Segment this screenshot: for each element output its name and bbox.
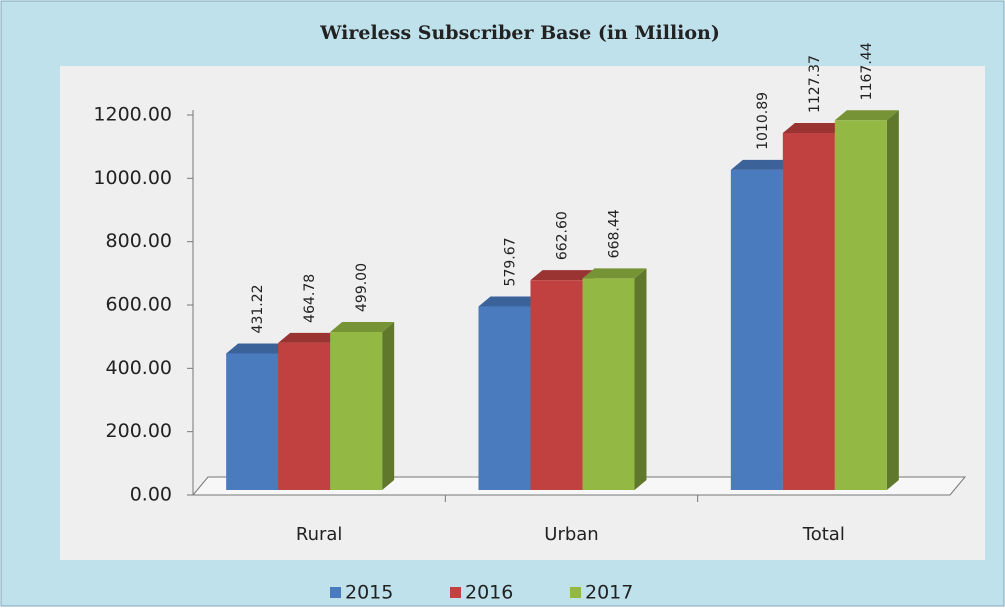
bar-side [886, 110, 899, 490]
data-label: 1127.37 [807, 55, 823, 113]
y-tick-label: 800.00 [106, 230, 172, 252]
bar-top [582, 268, 647, 279]
y-tick-label: 400.00 [106, 357, 172, 379]
bar [834, 120, 887, 490]
data-label: 464.78 [302, 274, 318, 323]
legend-swatch [450, 587, 461, 598]
data-label: 668.44 [607, 209, 623, 258]
y-tick-label: 1000.00 [93, 167, 172, 189]
y-tick-label: 600.00 [106, 294, 172, 316]
data-label: 499.00 [354, 263, 370, 312]
bar-top [834, 110, 899, 121]
legend-label: 2016 [465, 582, 513, 604]
y-tick-label: 200.00 [106, 420, 172, 442]
bar [730, 169, 783, 490]
bar-top [330, 321, 395, 332]
data-label: 1010.89 [755, 92, 771, 150]
bar [278, 342, 331, 490]
legend-swatch [330, 587, 341, 598]
bar [226, 353, 279, 490]
bar-top [478, 296, 543, 307]
chart-title: Wireless Subscriber Base (in Million) [319, 22, 720, 44]
bar-top [730, 159, 795, 170]
bar-side [382, 321, 395, 490]
bar [782, 132, 835, 490]
bar [330, 331, 383, 490]
bar-top [278, 332, 343, 343]
bar-side [634, 268, 647, 490]
data-label: 431.22 [250, 284, 266, 333]
data-label: 1167.44 [859, 42, 875, 100]
legend-label: 2017 [585, 582, 633, 604]
data-label: 662.60 [555, 211, 571, 260]
bar-top [782, 122, 847, 133]
bar [582, 278, 635, 490]
y-tick-label: 1200.00 [93, 104, 172, 126]
x-tick-label: Urban [544, 524, 598, 545]
data-label: 579.67 [503, 237, 519, 286]
bar-top [530, 270, 595, 281]
legend-label: 2015 [345, 582, 393, 604]
x-tick-label: Rural [296, 524, 343, 545]
x-tick-label: Total [802, 524, 845, 545]
bar [478, 306, 531, 490]
bar [530, 280, 583, 490]
y-tick-label: 0.00 [130, 484, 172, 506]
bar-top [226, 343, 291, 354]
legend-swatch [570, 587, 581, 598]
